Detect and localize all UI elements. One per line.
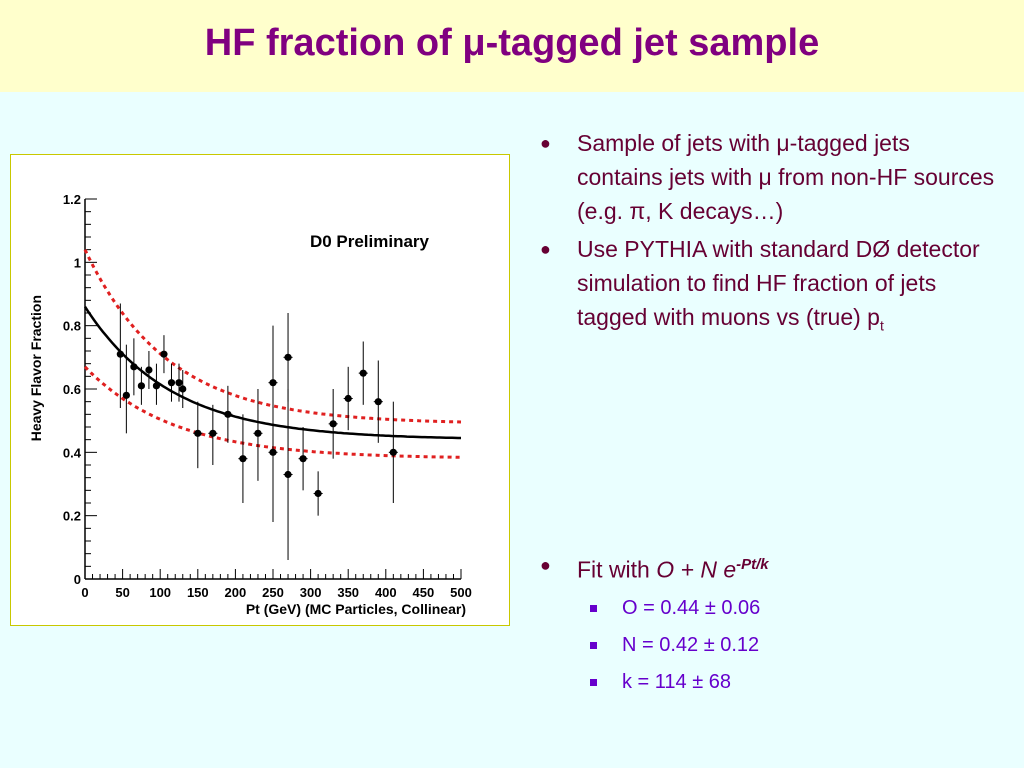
bullet-item: ● Sample of jets with μ-tagged jets cont…	[540, 126, 1000, 228]
fit-param-text: O = 0.44 ± 0.06	[622, 597, 761, 619]
fit-band-upper	[83, 249, 462, 424]
data-point	[284, 470, 292, 479]
data-point	[254, 429, 262, 437]
data-point	[284, 353, 292, 361]
chart-svg: 0 50 100 150 200 250 300 350 400 450 500 0 0.2 0.4 0.6…	[28, 192, 472, 617]
bullet-list: ● Sample of jets with μ-tagged jets cont…	[540, 126, 1000, 347]
y-tick-label: 0.2	[63, 509, 81, 524]
fit-param-text: N = 0.42 ± 0.12	[622, 634, 760, 656]
data-point	[167, 379, 176, 387]
chart-annotation: D0 Preliminary	[310, 232, 430, 251]
x-tick-label: 200	[225, 585, 247, 600]
x-tick-label: 50	[115, 585, 129, 600]
fit-prefix: Fit with	[577, 556, 657, 583]
fit-formula: O + N e	[656, 556, 737, 583]
x-tick-label: 450	[413, 585, 435, 600]
x-tick-label: 400	[375, 585, 397, 600]
y-tick-label: 1	[74, 255, 81, 270]
data-point	[239, 455, 247, 463]
x-tick-label: 300	[300, 585, 322, 600]
fit-param-item: O = 0.44 ± 0.06	[590, 590, 990, 627]
fit-bullet: ● Fit with O + N e-Pt/k	[540, 548, 1024, 587]
bullet-dot-icon: ●	[540, 555, 551, 575]
y-tick-label: 0.8	[63, 319, 81, 334]
data-point	[145, 366, 153, 374]
x-tick-label: 0	[81, 585, 88, 600]
fit-param-text: k = 114 ± 68	[622, 671, 732, 693]
x-tick-label: 350	[337, 585, 359, 600]
square-bullet-icon	[590, 679, 597, 686]
bullet-subscript: t	[879, 317, 884, 334]
chart-frame: 0 50 100 150 200 250 300 350 400 450 500 0 0.2 0.4 0.6…	[10, 154, 510, 626]
y-tick-label: 0.6	[63, 382, 81, 397]
data-point	[209, 429, 217, 437]
bullet-text: Sample of jets with μ-tagged jets contai…	[577, 130, 995, 224]
data-point	[224, 410, 232, 418]
bullet-dot-icon: ●	[540, 133, 551, 153]
fit-param-item: k = 114 ± 68	[590, 664, 990, 701]
title-bar: HF fraction of μ-tagged jet sample	[0, 0, 1024, 92]
data-point	[374, 398, 382, 406]
y-axis-label: Heavy Flavor Fraction	[28, 295, 44, 441]
data-point	[269, 448, 277, 456]
data-point	[175, 379, 183, 387]
data-point	[314, 489, 322, 498]
data-point	[137, 382, 145, 390]
bullet-text: Use PYTHIA with standard DØ detector sim…	[577, 236, 980, 330]
x-tick-label: 150	[187, 585, 209, 600]
fit-exponent: -Pt/k	[736, 556, 769, 573]
data-point	[359, 369, 367, 377]
y-tick-label: 0	[74, 572, 81, 587]
x-axis-label: Pt (GeV) (MC Particles, Collinear)	[246, 601, 466, 617]
data-point	[116, 350, 124, 358]
bullet-item: ● Use PYTHIA with standard DØ detector s…	[540, 232, 1000, 343]
x-tick-label: 500	[450, 585, 472, 600]
fit-param-item: N = 0.42 ± 0.12	[590, 627, 990, 664]
bullet-dot-icon: ●	[540, 239, 551, 259]
square-bullet-icon	[590, 642, 597, 649]
data-point	[344, 394, 352, 403]
data-point	[122, 391, 130, 399]
data-point	[152, 382, 161, 390]
x-tick-label: 100	[149, 585, 171, 600]
y-tick-label: 0.4	[63, 445, 82, 460]
data-point	[329, 420, 337, 428]
data-point	[269, 379, 277, 387]
x-tick-label: 250	[262, 585, 284, 600]
y-tick-label: 1.2	[63, 192, 81, 207]
data-point	[160, 350, 168, 358]
data-point	[179, 385, 187, 393]
slide-title: HF fraction of μ-tagged jet sample	[204, 22, 820, 64]
data-point	[194, 429, 202, 437]
data-point	[130, 363, 138, 371]
square-bullet-icon	[590, 605, 597, 612]
data-point	[389, 448, 397, 456]
fit-params-list: O = 0.44 ± 0.06 N = 0.42 ± 0.12 k = 114 …	[590, 590, 990, 701]
data-point	[299, 455, 307, 463]
